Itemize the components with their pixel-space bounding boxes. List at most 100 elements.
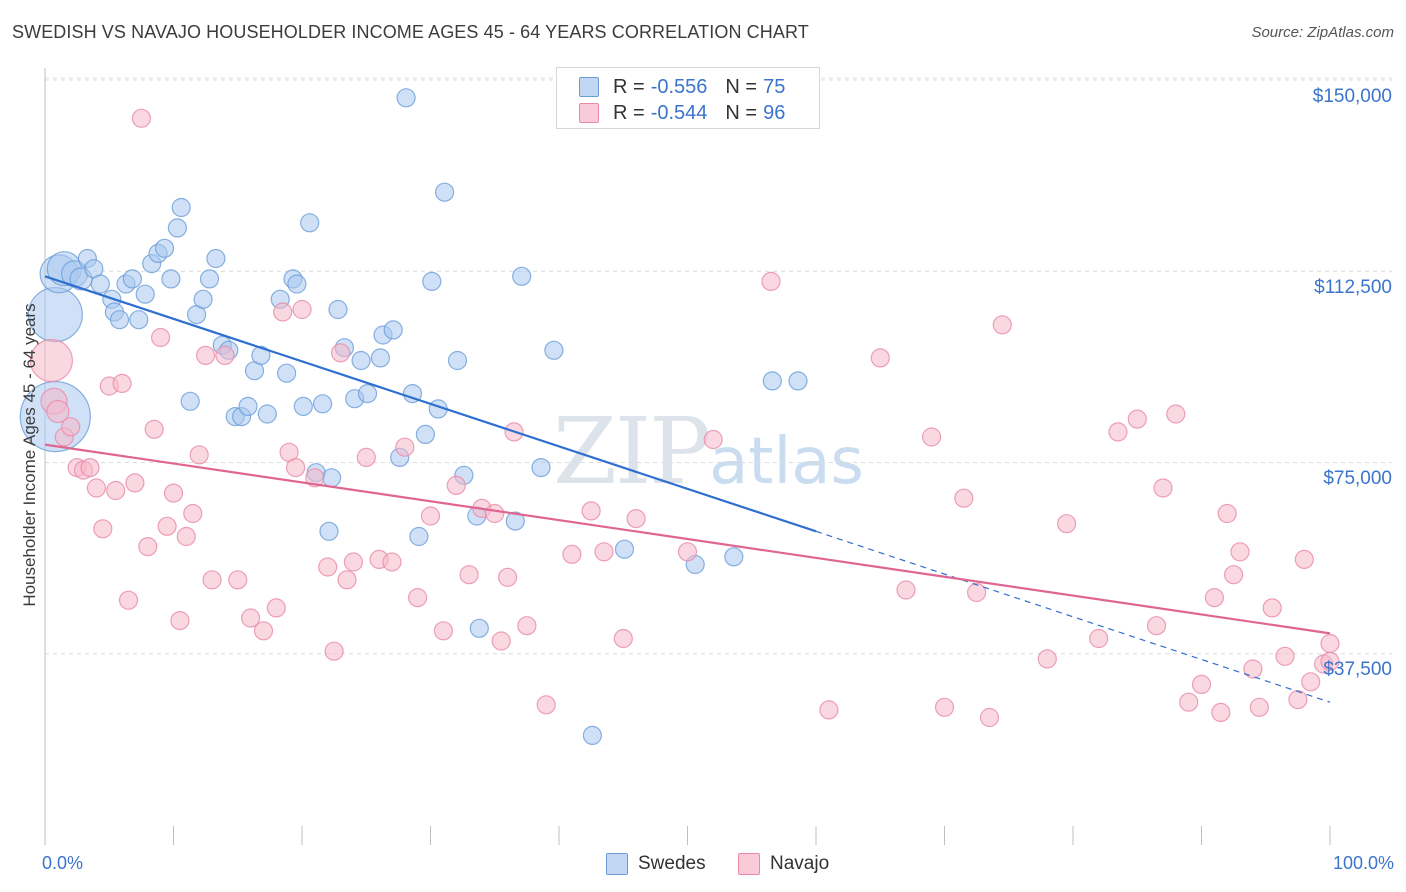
navajo-point-76	[1056, 514, 1077, 534]
swedes-point-39	[293, 396, 313, 416]
navajo-point-96	[1301, 672, 1321, 692]
swedes-point-65	[505, 511, 525, 531]
swedes-point-14	[129, 310, 149, 330]
chart-source: Source: ZipAtlas.com	[1251, 24, 1394, 41]
navajo-point-52	[485, 503, 505, 524]
bottom-legend-swedes-label: Swedes	[638, 853, 706, 874]
legend-n-value-navajo: 96	[763, 101, 786, 124]
navajo-point-53	[491, 631, 511, 651]
navajo-point-28	[228, 570, 248, 590]
navajo-point-39	[331, 343, 351, 363]
swedes-point-56	[409, 526, 429, 547]
navajo-point-25	[196, 345, 216, 365]
swedes-point-22	[180, 391, 200, 411]
navajo-point-69	[921, 427, 942, 447]
navajo-point-37	[318, 557, 338, 577]
navajo-point-61	[613, 628, 633, 649]
navajo-point-4	[61, 417, 81, 437]
navajo-point-75	[1037, 649, 1057, 669]
navajo-point-95	[1294, 549, 1314, 570]
navajo-point-83	[1179, 692, 1199, 712]
navajo-point-36	[305, 468, 325, 488]
swedes-point-33	[251, 345, 271, 365]
navajo-point-92	[1262, 598, 1282, 618]
swedes-point-54	[396, 88, 416, 108]
navajo-point-11	[106, 480, 126, 501]
swedes-point-49	[357, 384, 378, 404]
navajo-point-93	[1275, 646, 1295, 666]
navajo-point-57	[536, 695, 556, 715]
swedes-point-73	[762, 371, 782, 391]
swedes-point-36	[277, 363, 297, 383]
navajo-point-59	[581, 501, 601, 521]
swedes-point-60	[435, 182, 455, 202]
swedes-point-45	[328, 299, 348, 320]
swedes-point-72	[724, 547, 744, 567]
swedes-point-11	[109, 310, 130, 330]
navajo-point-82	[1166, 404, 1186, 424]
navajo-point-56	[517, 616, 537, 636]
navajo-point-16	[138, 536, 158, 557]
navajo-point-86	[1211, 702, 1231, 723]
navajo-point-62	[626, 508, 646, 529]
navajo-point-87	[1217, 503, 1237, 524]
navajo-point-46	[408, 587, 428, 608]
y-tick-label-150000: $150,000	[1312, 86, 1392, 107]
bottom-legend-swedes: Swedes	[606, 853, 706, 875]
navajo-point-63	[677, 542, 698, 562]
navajo-point-66	[819, 700, 839, 720]
navajo-point-71	[954, 488, 974, 508]
y-tick-label-75000: $75,000	[1323, 468, 1392, 489]
swedes-point-44	[322, 468, 342, 488]
swedes-point-68	[544, 340, 564, 360]
navajo-point-90	[1243, 659, 1263, 679]
navajo-point-72	[966, 582, 987, 603]
swedes-point-42	[313, 394, 333, 414]
navajo-point-99	[1320, 651, 1340, 672]
swedes-point-69	[582, 725, 603, 746]
navajo-point-94	[1288, 689, 1308, 710]
swedes-point-48	[351, 350, 371, 371]
x-tick-label-min: 0.0%	[42, 853, 84, 873]
legend-row-navajo: R = -0.544 N = 96	[579, 100, 785, 126]
navajo-point-34	[286, 458, 306, 478]
navajo-point-50	[459, 565, 479, 585]
bottom-navajo-swatch	[738, 853, 760, 875]
legend-r-value-navajo: -0.544	[650, 101, 708, 124]
swedes-point-57	[415, 424, 435, 444]
navajo-point-23	[183, 503, 203, 524]
navajo-point-38	[324, 641, 344, 661]
navajo-swatch	[579, 103, 599, 123]
swedes-point-20	[167, 218, 187, 238]
swedes-point-15	[135, 284, 155, 304]
swedes-point-24	[193, 289, 213, 309]
swedes-trend-extension	[815, 530, 1331, 703]
navajo-point-2	[46, 399, 70, 424]
bottom-legend-navajo: Navajo	[738, 853, 829, 875]
swedes-point-40	[300, 213, 320, 233]
swedes-swatch	[579, 77, 599, 97]
navajo-point-91	[1249, 697, 1269, 717]
navajo-point-12	[112, 373, 132, 393]
navajo-point-8	[86, 478, 107, 498]
navajo-point-19	[157, 516, 177, 536]
navajo-point-20	[163, 483, 184, 503]
swedes-point-67	[531, 458, 551, 478]
navajo-point-0	[29, 338, 74, 383]
navajo-point-27	[215, 345, 235, 365]
navajo-point-29	[241, 608, 261, 628]
navajo-point-35	[292, 299, 312, 320]
y-tick-label-112500: $112,500	[1314, 277, 1392, 298]
navajo-point-65	[761, 271, 781, 291]
swedes-point-58	[422, 271, 442, 291]
swedes-point-66	[512, 266, 532, 286]
navajo-point-26	[202, 570, 222, 590]
navajo-point-64	[703, 429, 723, 450]
chart-title: SWEDISH VS NAVAJO HOUSEHOLDER INCOME AGE…	[12, 22, 809, 42]
swedes-point-52	[383, 320, 403, 340]
y-tick-label-37500: $37,500	[1323, 659, 1392, 680]
bottom-swedes-swatch	[606, 853, 628, 875]
stats-legend: R = -0.556 N = 75 R = -0.544 N = 96	[556, 67, 820, 129]
navajo-point-58	[562, 544, 582, 564]
